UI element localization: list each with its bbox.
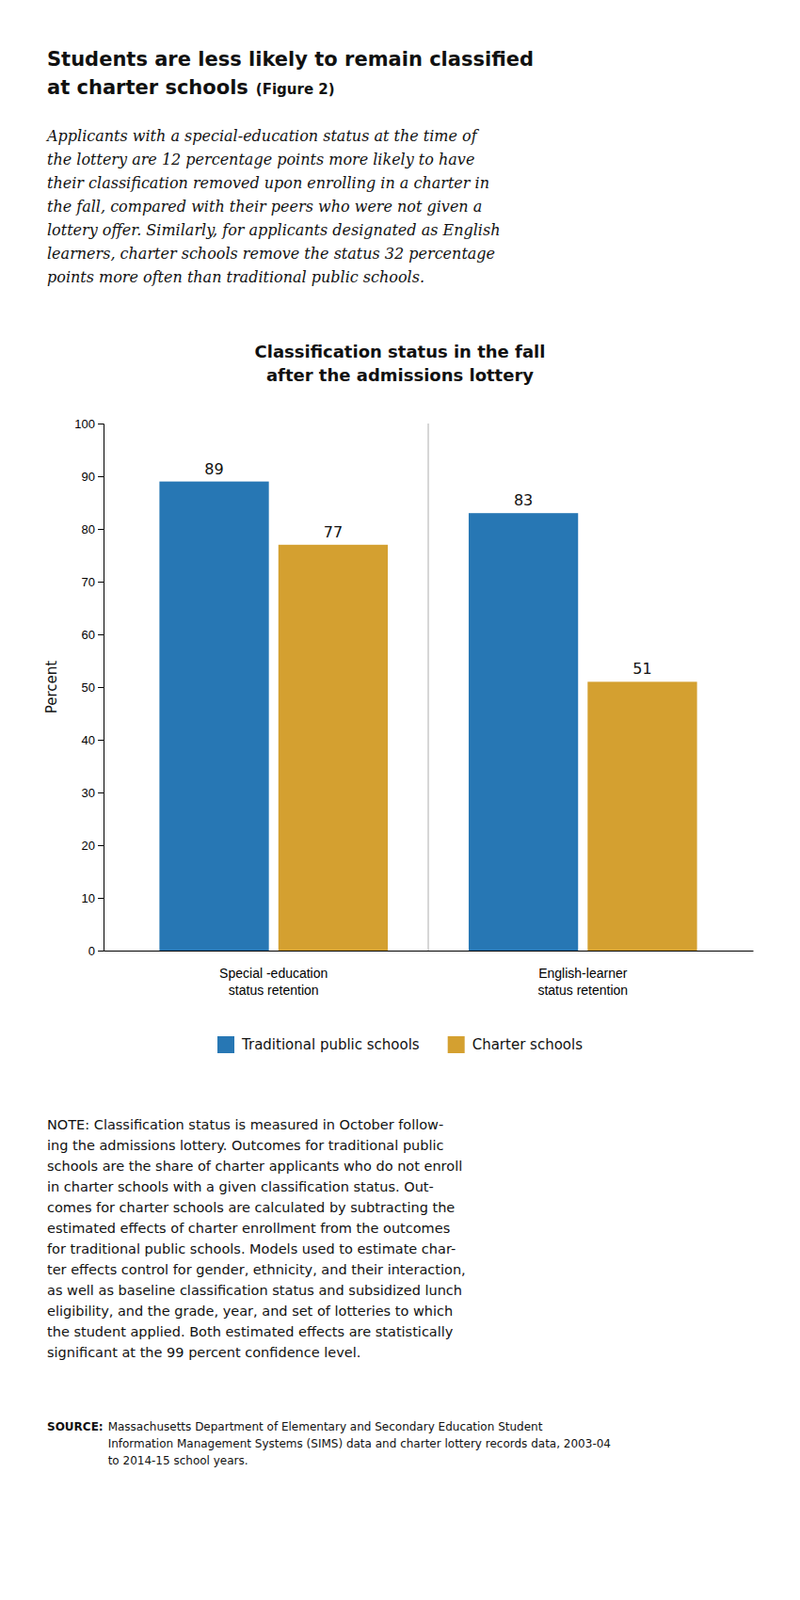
x-tick: English-learnerstatus retention <box>537 950 628 998</box>
subtitle-line: lottery offer. Similarly, for applicants… <box>47 221 500 240</box>
y-tick-mark <box>97 792 104 794</box>
y-tick: 30 <box>81 785 104 800</box>
x-axis: Special -educationstatus retentionEnglis… <box>104 950 754 998</box>
source-line: Massachusetts Department of Elementary a… <box>108 1420 544 1434</box>
y-tick-label: 90 <box>81 469 96 484</box>
y-tick-mark <box>97 581 104 583</box>
y-tick-mark <box>97 897 104 899</box>
subtitle-line: Applicants with a special-education stat… <box>45 127 480 145</box>
title-line: at charter schools <box>47 76 249 99</box>
y-tick-label: 80 <box>81 522 96 537</box>
legend: Traditional public schools Charter school… <box>217 1036 583 1054</box>
note-line: comes for charter schools are calculated… <box>47 1200 455 1216</box>
subtitle-line: the fall, compared with their peers who … <box>47 197 482 216</box>
y-tick-label: 50 <box>81 680 96 695</box>
bar <box>468 512 578 951</box>
x-tick-label-line: status retention <box>228 982 320 998</box>
note-line: eligibility, and the grade, year, and se… <box>47 1303 453 1319</box>
legend-item: Traditional public schools <box>217 1036 420 1054</box>
y-tick: 20 <box>81 838 104 853</box>
chart-title-line: Classification status in the fall <box>255 341 546 362</box>
data-label: 89 <box>204 460 224 479</box>
y-tick-mark <box>97 687 104 688</box>
group-separator <box>428 423 430 951</box>
y-tick-mark <box>97 528 104 530</box>
subtitle-line: their classification removed upon enroll… <box>47 174 490 192</box>
y-tick: 70 <box>81 575 104 590</box>
subtitle: Applicants with a special-education stat… <box>45 127 500 287</box>
chart-title: Classification status in the fall after t… <box>255 341 546 385</box>
y-tick-mark <box>97 845 104 847</box>
y-tick-label: 10 <box>81 891 96 906</box>
x-tick-label-line: English-learner <box>538 965 627 981</box>
source: Massachusetts Department of Elementary a… <box>108 1420 611 1468</box>
subtitle-line: the lottery are 12 percentage points mor… <box>47 150 475 169</box>
y-tick-mark <box>97 634 104 636</box>
note-line: schools are the share of charter applica… <box>47 1158 463 1174</box>
y-tick-label: 20 <box>81 838 96 853</box>
y-tick-mark <box>97 950 104 952</box>
bars <box>159 481 697 951</box>
chart-page: Students are less likely to remain class… <box>0 0 800 1600</box>
legend-label: Traditional public schools <box>240 1036 420 1054</box>
y-axis-line <box>97 424 105 952</box>
y-axis: 0 10 20 30 40 50 60 70 80 90 100 <box>74 416 104 959</box>
note-line: as well as baseline classification statu… <box>47 1282 463 1298</box>
y-tick: 90 <box>81 469 104 484</box>
y-tick-label: 40 <box>81 733 96 748</box>
y-tick: 60 <box>81 627 104 642</box>
y-tick-label: 30 <box>81 785 96 800</box>
legend-item: Charter schools <box>448 1036 583 1054</box>
y-tick: 50 <box>81 680 104 695</box>
subtitle-line: points more often than traditional publi… <box>47 268 425 287</box>
note-line: ing the admissions lottery. Outcomes for… <box>47 1137 445 1153</box>
bar <box>587 681 697 951</box>
x-tick-label-line: status retention <box>537 982 628 998</box>
y-tick: 40 <box>81 733 104 748</box>
data-label: 83 <box>513 491 533 510</box>
title: Students are less likely to remain class… <box>47 48 534 99</box>
legend-swatch <box>448 1036 465 1054</box>
separators <box>428 423 430 951</box>
x-axis-line <box>104 950 754 952</box>
bar <box>278 544 388 951</box>
note-line: the student applied. Both estimated effe… <box>47 1324 454 1340</box>
figure-label: (Figure 2) <box>256 80 336 98</box>
legend-swatch <box>217 1036 235 1054</box>
y-tick-label: 0 <box>88 944 96 959</box>
y-tick: 0 <box>88 944 104 959</box>
bar <box>159 481 269 951</box>
source-line: Information Management Systems (SIMS) da… <box>108 1437 611 1451</box>
legend-label: Charter schools <box>472 1036 583 1054</box>
y-tick: 100 <box>74 416 104 432</box>
y-tick: 10 <box>81 891 104 906</box>
x-tick-label: Special -educationstatus retention <box>219 965 328 998</box>
y-tick-label: 70 <box>81 575 96 590</box>
data-label: 51 <box>632 659 652 678</box>
source-line: to 2014-15 school years. <box>108 1454 249 1468</box>
note-line: NOTE: Classification status is measured … <box>47 1117 444 1133</box>
x-tick-label: English-learnerstatus retention <box>537 965 628 998</box>
note-line: estimated effects of charter enrollment … <box>47 1220 450 1236</box>
note-line: significant at the 99 percent confidence… <box>47 1344 361 1360</box>
y-tick-label: 100 <box>74 416 96 432</box>
data-label: 77 <box>323 523 343 542</box>
y-axis-title: Percent <box>43 660 61 715</box>
note-line: for traditional public schools. Models u… <box>47 1241 456 1257</box>
y-tick: 80 <box>81 522 104 537</box>
note: NOTE: Classification status is measured … <box>47 1117 466 1360</box>
y-tick-label: 60 <box>81 627 96 642</box>
note-line: in charter schools with a given classifi… <box>47 1179 434 1195</box>
chart-title-line: after the admissions lottery <box>266 365 534 385</box>
data-labels: 89 83 77 51 <box>204 460 652 679</box>
y-tick-mark <box>97 739 104 741</box>
title-line: Students are less likely to remain class… <box>47 48 534 71</box>
y-tick-mark <box>97 476 104 478</box>
source-label: SOURCE: <box>47 1420 104 1434</box>
x-tick-label-line: Special -education <box>219 965 328 981</box>
y-tick-mark <box>97 423 104 425</box>
note-line: ter effects control for gender, ethnicit… <box>47 1262 466 1278</box>
x-tick: Special -educationstatus retention <box>219 950 328 998</box>
subtitle-line: learners, charter schools remove the sta… <box>47 244 496 263</box>
